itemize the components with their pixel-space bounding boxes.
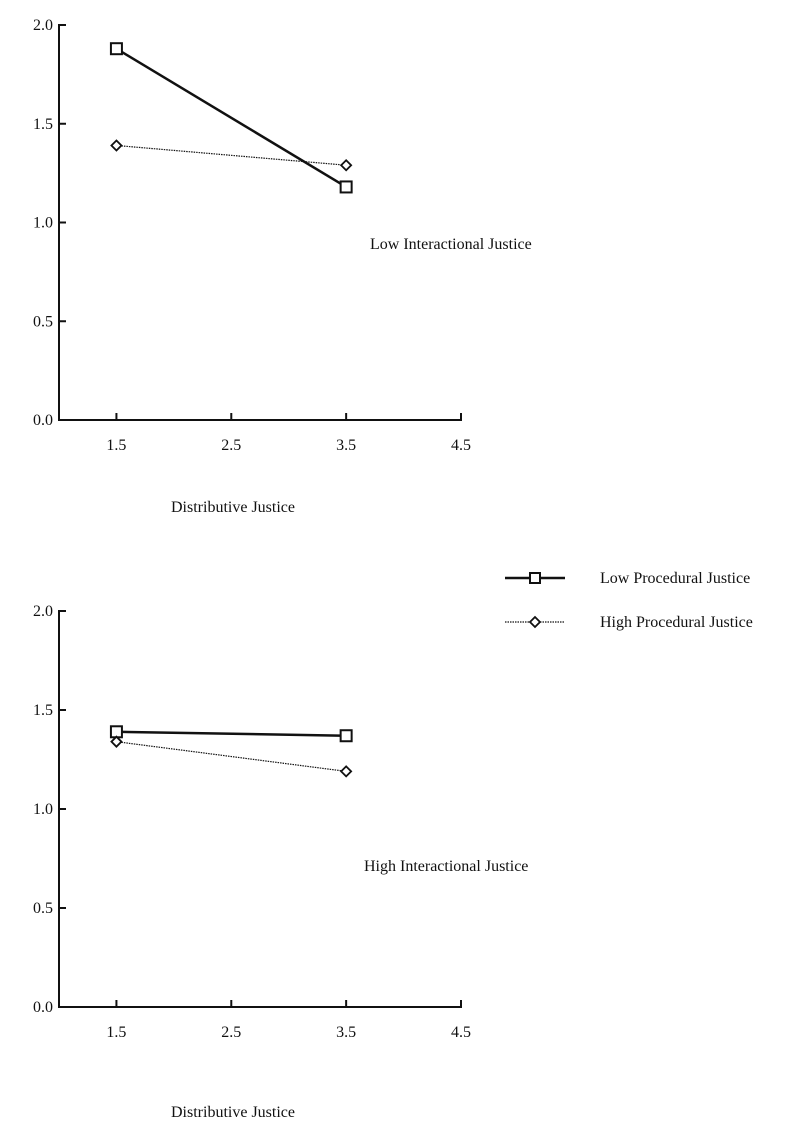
y-tick-label: 0.0	[33, 999, 53, 1016]
legend-entry-low-procedural: Low Procedural Justice	[505, 570, 750, 587]
chart-panel-high-interactional: 0.0 0.5 1.0 1.5 2.0 1.5 2.5 3.5 4.5 High Interac…	[33, 603, 528, 1121]
x-axis-title: Distributive Justice	[171, 499, 295, 516]
legend-diamond-marker	[528, 615, 542, 629]
y-tick-label: 0.5	[33, 313, 53, 330]
series-line	[115, 47, 347, 189]
panel-label: High Interactional Justice	[364, 858, 528, 875]
data-point-diamond	[110, 139, 123, 152]
legend-square-marker	[529, 572, 541, 584]
data-point-diamond	[110, 735, 123, 748]
data-point-square	[339, 729, 353, 743]
axes: 0.0 0.5 1.0 1.5 2.0 1.5 2.5 3.5 4.5	[33, 17, 471, 454]
x-tick-label: 3.5	[336, 437, 356, 454]
legend-label: High Procedural Justice	[600, 614, 753, 631]
x-tick-label: 4.5	[451, 1024, 471, 1041]
axes: 0.0 0.5 1.0 1.5 2.0 1.5 2.5 3.5 4.5	[33, 603, 471, 1041]
y-tick-label: 0.0	[33, 412, 53, 429]
series-line	[116, 144, 347, 166]
x-tick-label: 1.5	[106, 437, 126, 454]
x-tick-label: 3.5	[336, 1024, 356, 1041]
y-tick-label: 1.0	[33, 801, 53, 818]
data-marks	[109, 725, 353, 778]
data-point-square	[109, 42, 123, 56]
chart-panel-low-interactional: 0.0 0.5 1.0 1.5 2.0 1.5 2.5 3.5 4.5 Low Interact…	[33, 17, 532, 516]
series-line	[116, 741, 347, 772]
y-tick-label: 0.5	[33, 900, 53, 917]
x-tick-label: 2.5	[221, 437, 241, 454]
x-axis-title: Distributive Justice	[171, 1104, 295, 1121]
y-tick-label: 1.0	[33, 215, 53, 232]
legend: Low Procedural Justice High Procedural J…	[505, 570, 753, 631]
legend-entry-high-procedural: High Procedural Justice	[505, 614, 753, 631]
panel-label: Low Interactional Justice	[370, 236, 532, 253]
y-tick-label: 2.0	[33, 17, 53, 34]
data-point-diamond	[339, 158, 353, 172]
y-tick-label: 1.5	[33, 116, 53, 133]
data-marks	[109, 42, 353, 194]
x-tick-label: 1.5	[106, 1024, 126, 1041]
y-tick-label: 2.0	[33, 603, 53, 620]
x-tick-label: 4.5	[451, 437, 471, 454]
series-line	[116, 730, 347, 737]
x-tick-label: 2.5	[221, 1024, 241, 1041]
data-point-square	[339, 180, 353, 194]
y-tick-label: 1.5	[33, 702, 53, 719]
legend-label: Low Procedural Justice	[600, 570, 750, 587]
data-point-diamond	[339, 765, 353, 778]
